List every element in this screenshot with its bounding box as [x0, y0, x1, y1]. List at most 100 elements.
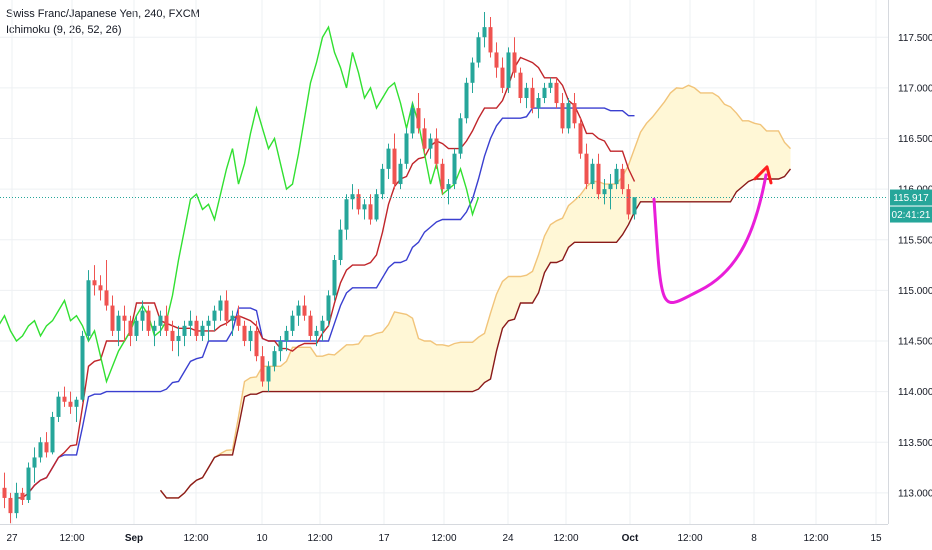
cloud-segment [292, 347, 299, 392]
candle-body [290, 315, 295, 331]
cloud-segment [340, 344, 347, 392]
cloud-segment [526, 271, 533, 304]
time-tick-label: 12:00 [183, 533, 208, 544]
candle-body [500, 67, 505, 88]
cloud-segment [556, 218, 563, 263]
cloud-segment [772, 130, 779, 179]
cloud-segment [562, 205, 569, 260]
candle-body [542, 87, 547, 98]
chikou-span-line [0, 25, 480, 384]
cloud-segment [316, 356, 323, 392]
time-tick-label: Sep [125, 533, 143, 544]
candle-body [62, 396, 67, 402]
time-tick-label: 10 [256, 533, 268, 544]
cloud-segment [364, 335, 371, 392]
candle-body [242, 325, 247, 341]
price-tick-label: 113.500 [898, 438, 932, 449]
cloud-segment [406, 314, 413, 392]
cloud-segment [712, 92, 719, 202]
candle-body [584, 153, 589, 185]
senkou-span-b-line [159, 168, 792, 499]
time-tick-label: 17 [378, 533, 390, 544]
cloud-segment [580, 186, 587, 243]
candle-body [452, 153, 457, 185]
candle-body [104, 290, 109, 306]
time-tick-label: 24 [502, 533, 514, 544]
time-axis[interactable]: 27 12:00 Sep 12:00 10 12:00 17 12:00 24 12:00 Oct 1… [0, 524, 932, 550]
time-tick-label: 12:00 [59, 533, 84, 544]
forecast-drawing[interactable] [652, 165, 773, 304]
cloud-segment [604, 184, 611, 243]
time-tick-label: 12:00 [307, 533, 332, 544]
price-tick-label: 113.000 [898, 488, 932, 499]
candle-body [368, 204, 373, 220]
candle-body [608, 184, 613, 190]
cloud-segment [676, 87, 683, 202]
candle-body [170, 330, 175, 341]
time-tick-label: 27 [6, 533, 18, 544]
time-tick-label: Oct [622, 533, 639, 544]
cloud-segment [472, 337, 479, 392]
candle-body [122, 315, 127, 321]
candle-body [146, 310, 151, 331]
candle-body [56, 396, 61, 417]
time-tick-label: 12:00 [803, 533, 828, 544]
cloud-segment [682, 85, 689, 202]
candle-body [338, 229, 343, 260]
cloud-segment [502, 276, 509, 329]
cloud-segment [586, 181, 593, 243]
cloud-segment [688, 85, 695, 202]
candle-body [44, 442, 49, 453]
candle-body [530, 87, 535, 109]
candle-body [590, 163, 595, 185]
cloud-segment [298, 347, 305, 392]
forecast-curve [652, 173, 768, 304]
kijun-sen-line [27, 107, 635, 494]
cloud-segment [376, 332, 383, 392]
cloud-segment [700, 92, 707, 202]
candle-body [566, 103, 571, 129]
legend-indicator: Ichimoku (9, 26, 52, 26) [6, 24, 122, 36]
cloud-segment [568, 200, 575, 248]
candle-body [98, 285, 103, 291]
candle-body [464, 82, 469, 119]
candle-body [386, 148, 391, 169]
candle-body [494, 52, 499, 68]
tenkan-sen-line [16, 56, 636, 499]
candle-body [248, 330, 253, 341]
candle-body [194, 320, 199, 336]
candle-body [200, 325, 205, 336]
candle-body [578, 123, 583, 154]
cloud-segment [658, 101, 665, 202]
cloud-segment [430, 341, 437, 392]
candle-body [38, 442, 43, 458]
cloud-segment [304, 347, 311, 392]
countdown-tag [890, 206, 932, 223]
candle-body [482, 27, 487, 38]
candle-body [356, 194, 361, 210]
candle-body [506, 52, 511, 88]
cloud-segment [706, 92, 713, 202]
cloud-segment [718, 96, 725, 202]
candle-body [164, 315, 169, 331]
candle-body [8, 497, 13, 514]
price-tick-label: 114.000 [898, 387, 932, 398]
price-axis[interactable]: 113.000 113.500 114.000 114.500 115.000 115.5… [888, 0, 932, 550]
candle-body [92, 280, 97, 286]
current-price-tag [890, 189, 932, 206]
candle-body [320, 320, 325, 331]
candle-body [314, 330, 319, 336]
candle-body [596, 163, 601, 195]
candle-body [362, 204, 367, 210]
candle-body [26, 467, 31, 500]
cloud-segment [754, 123, 761, 179]
cloud-segment [436, 344, 443, 392]
price-tick-label: 115.000 [898, 286, 932, 297]
candle-body [554, 82, 559, 104]
candle-body [614, 168, 619, 185]
candle-body [308, 315, 313, 336]
cloud-segment [274, 366, 281, 392]
time-tick-label: 12:00 [677, 533, 702, 544]
time-tick-label: 12:00 [553, 533, 578, 544]
